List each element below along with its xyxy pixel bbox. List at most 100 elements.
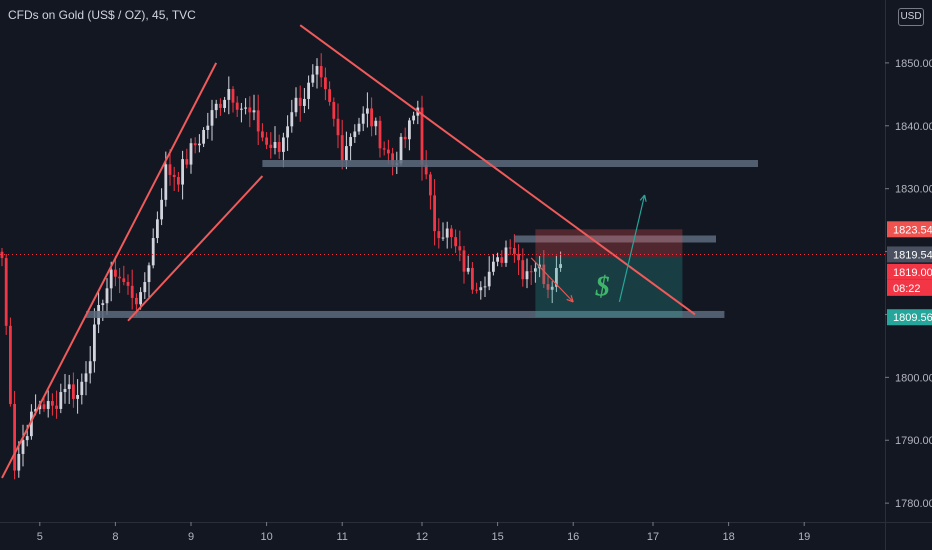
candle-body bbox=[529, 271, 533, 273]
candle-body bbox=[492, 261, 495, 272]
candle-body bbox=[88, 361, 92, 374]
candle-body bbox=[248, 107, 252, 113]
candle-body bbox=[256, 110, 260, 132]
candle-body bbox=[160, 199, 163, 220]
candle-body bbox=[424, 164, 428, 175]
level-zone[interactable] bbox=[514, 235, 716, 243]
price-badge-label: 08:22 bbox=[893, 283, 921, 295]
trendline[interactable] bbox=[1, 62, 218, 479]
candle-body bbox=[420, 107, 424, 165]
candle-body bbox=[286, 126, 289, 138]
candle-body bbox=[198, 143, 201, 146]
candle-body bbox=[559, 264, 562, 268]
dollar-icon[interactable]: $ bbox=[595, 272, 610, 303]
candle-body bbox=[151, 238, 155, 266]
arrow-up-icon[interactable] bbox=[618, 194, 647, 303]
candle-body bbox=[0, 251, 4, 259]
candle-body bbox=[59, 392, 63, 409]
candle-body bbox=[399, 136, 403, 164]
x-tick-label: 11 bbox=[336, 531, 347, 543]
candle-body bbox=[450, 228, 453, 238]
candle-body bbox=[189, 143, 193, 165]
trendline[interactable] bbox=[127, 175, 264, 322]
candle-body bbox=[109, 269, 113, 289]
candle-body bbox=[496, 257, 499, 262]
x-tick-label: 15 bbox=[491, 531, 503, 543]
candle-body bbox=[202, 130, 205, 144]
x-tick-label: 5 bbox=[37, 531, 43, 543]
candle-body bbox=[466, 267, 470, 272]
candle-body bbox=[235, 102, 239, 110]
x-tick-label: 19 bbox=[798, 531, 810, 543]
candle-body bbox=[231, 89, 235, 103]
price-badge: 1819.54 bbox=[887, 246, 932, 263]
candle-body bbox=[25, 436, 29, 441]
candle-body bbox=[93, 324, 96, 362]
price-badge: 1809.56 bbox=[887, 309, 932, 326]
candle-body bbox=[4, 258, 8, 326]
candle-body bbox=[370, 108, 373, 127]
candle-body bbox=[332, 101, 336, 119]
candle-body bbox=[290, 112, 294, 127]
x-tick-label: 8 bbox=[112, 531, 118, 543]
candle-body bbox=[374, 120, 378, 127]
arrow-down-icon[interactable] bbox=[530, 257, 574, 303]
candle-body bbox=[403, 136, 407, 140]
candle-body bbox=[508, 247, 512, 249]
candle-body bbox=[517, 253, 520, 261]
candle-body bbox=[114, 269, 117, 277]
candle-body bbox=[345, 146, 348, 161]
level-zone[interactable] bbox=[86, 310, 725, 318]
candle-body bbox=[353, 131, 357, 138]
candle-body bbox=[487, 271, 491, 287]
candle-body bbox=[319, 66, 323, 78]
candle-body bbox=[168, 164, 172, 175]
candle-body bbox=[513, 248, 516, 254]
candle-body bbox=[546, 284, 550, 290]
candle-body bbox=[378, 120, 382, 149]
candle-body bbox=[139, 292, 142, 305]
candle-body bbox=[273, 142, 277, 148]
candle-body bbox=[252, 110, 256, 113]
candle-body bbox=[458, 246, 462, 251]
candle-body bbox=[206, 125, 210, 131]
y-tick-label: 1840.00 bbox=[895, 121, 932, 133]
candle-body bbox=[550, 286, 554, 290]
candle-body bbox=[181, 159, 184, 185]
candle-body bbox=[101, 303, 105, 306]
candle-body bbox=[80, 381, 84, 396]
plot-area[interactable]: $ bbox=[0, 24, 758, 480]
candle-body bbox=[445, 228, 449, 238]
candle-body bbox=[30, 411, 33, 437]
trendline[interactable] bbox=[299, 24, 696, 316]
x-tick-label: 16 bbox=[567, 531, 579, 543]
price-badge: 1823.54 bbox=[887, 221, 932, 238]
x-tick-label: 10 bbox=[260, 531, 272, 543]
candle-body bbox=[471, 267, 474, 290]
candle-body bbox=[525, 271, 529, 280]
stop-loss-zone[interactable] bbox=[535, 229, 683, 258]
candle-body bbox=[311, 74, 315, 83]
candle-body bbox=[210, 110, 214, 126]
candle-body bbox=[555, 267, 558, 287]
candle-body bbox=[193, 143, 197, 146]
chart-title: CFDs on Gold (US$ / OZ), 45, TVC bbox=[8, 8, 196, 22]
price-badge-label: 1809.56 bbox=[893, 312, 932, 324]
candle-body bbox=[315, 66, 319, 75]
candle-body bbox=[122, 278, 126, 282]
candle-body bbox=[294, 97, 298, 113]
price-badge: 1819.00 bbox=[887, 263, 932, 280]
candles bbox=[0, 53, 562, 480]
candle-body bbox=[277, 142, 281, 152]
candle-body bbox=[479, 287, 483, 291]
currency-button[interactable]: USD bbox=[898, 8, 924, 26]
level-zone[interactable] bbox=[262, 160, 758, 168]
candle-body bbox=[357, 123, 361, 132]
candle-body bbox=[46, 401, 50, 409]
candle-body bbox=[164, 164, 168, 200]
candle-body bbox=[143, 282, 147, 293]
candle-body bbox=[42, 404, 46, 409]
candle-body bbox=[76, 395, 79, 399]
candle-body bbox=[84, 373, 88, 382]
